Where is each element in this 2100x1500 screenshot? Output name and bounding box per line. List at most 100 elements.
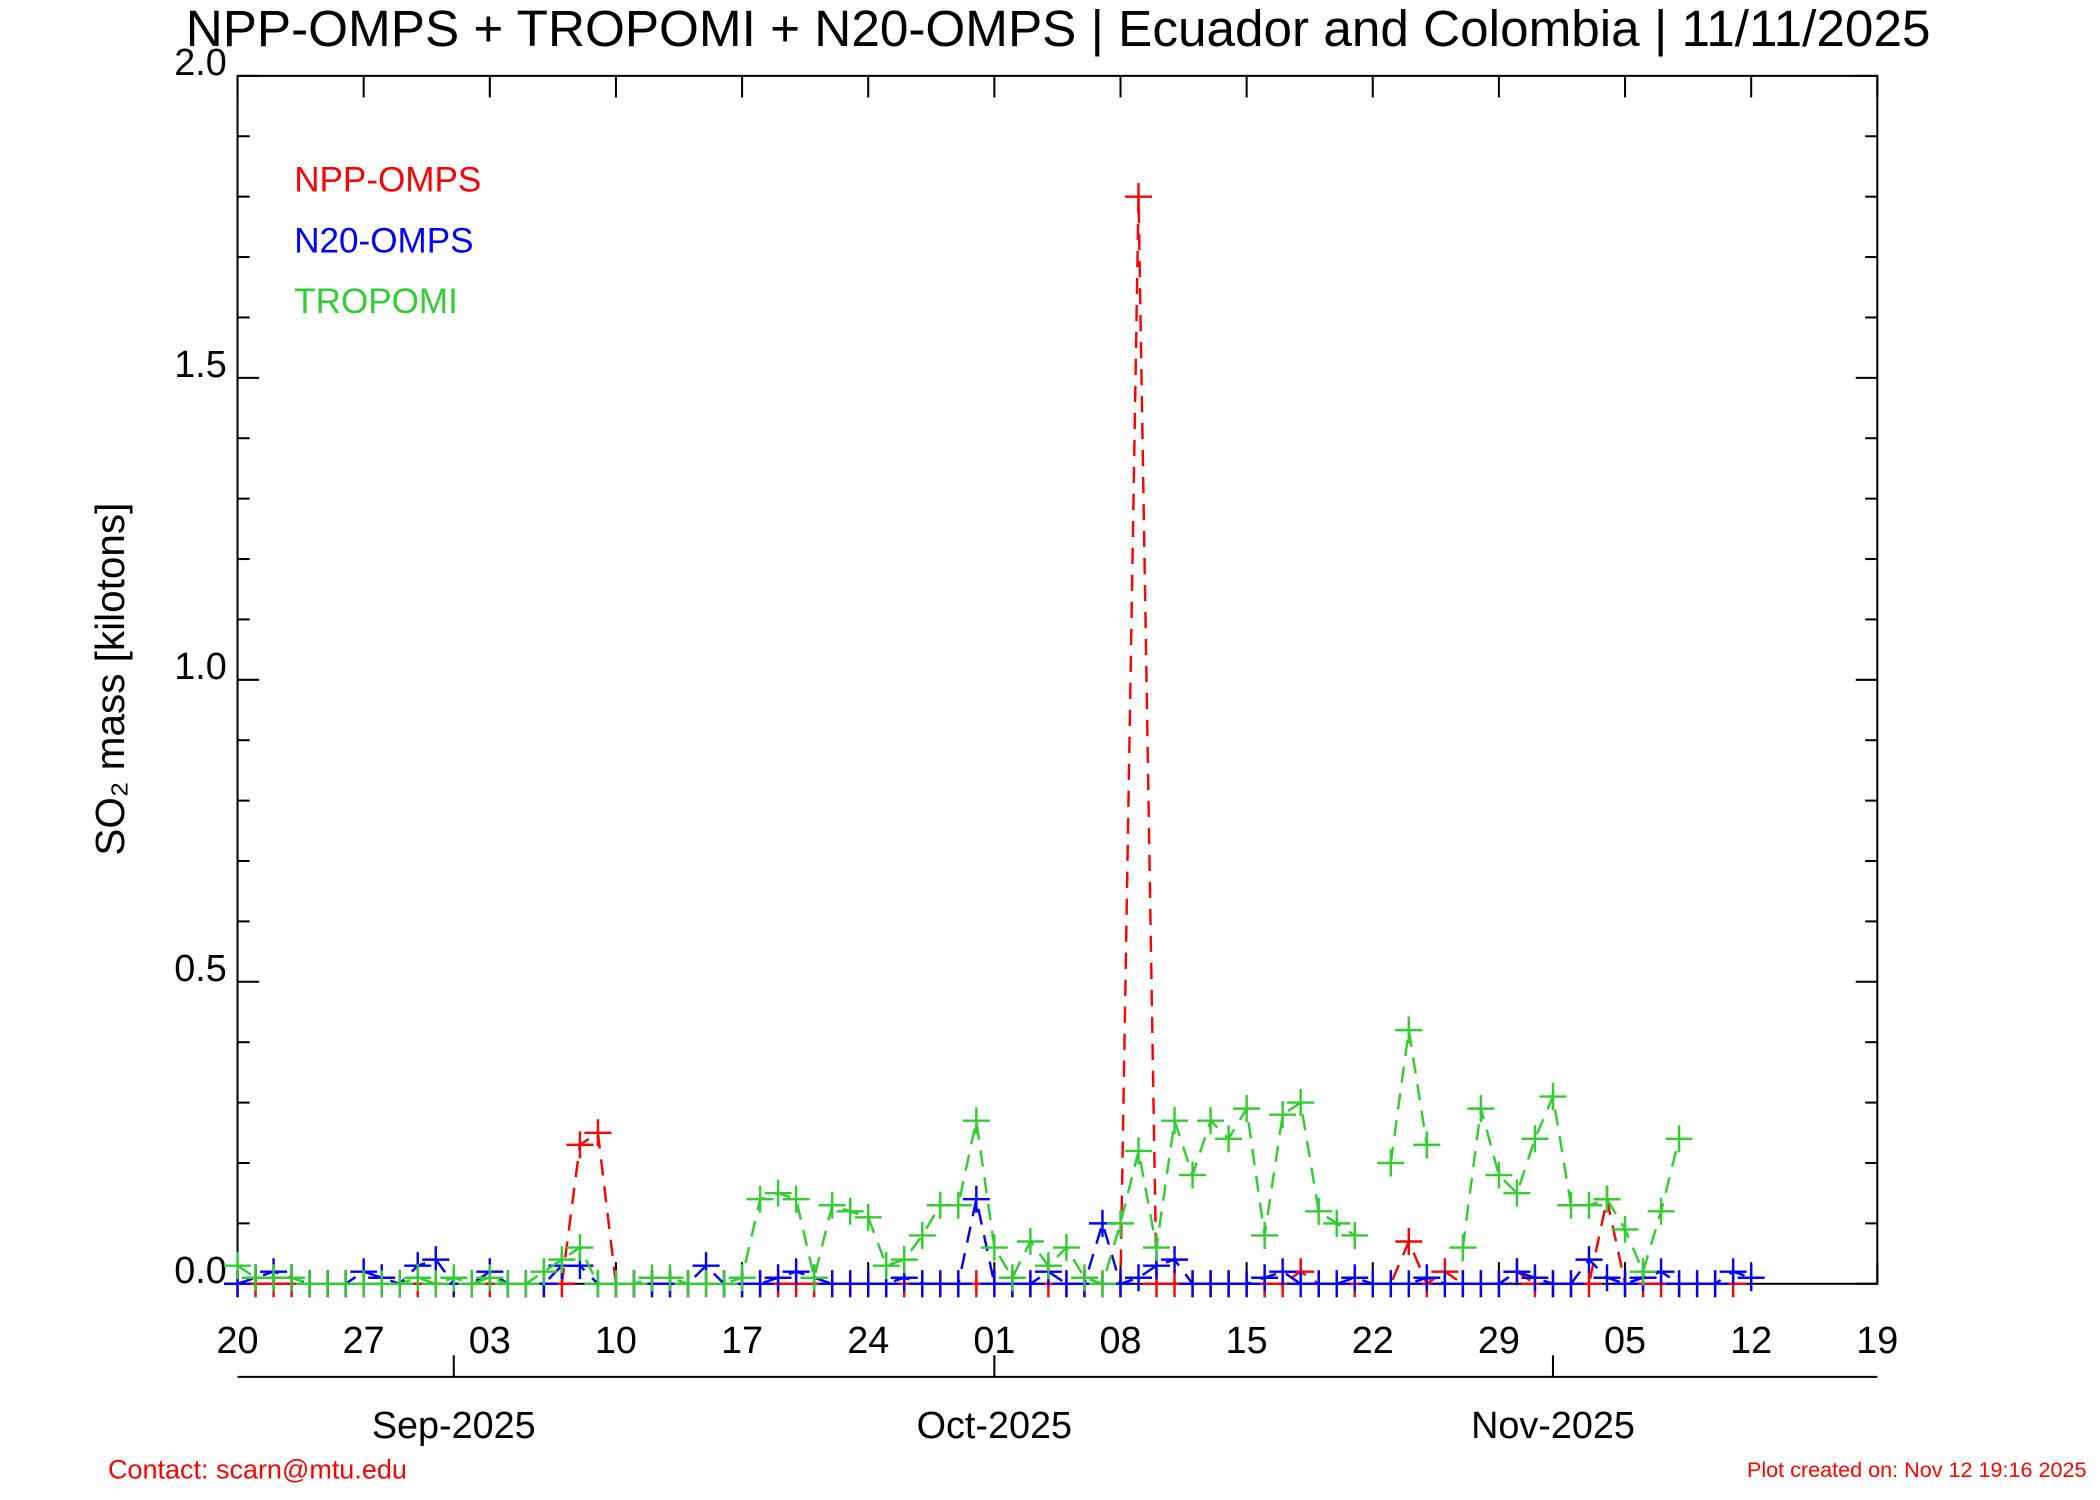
legend-entry: N20-OMPS <box>294 221 473 260</box>
point-marker <box>836 1197 864 1225</box>
point-marker <box>548 1246 576 1274</box>
legend-entry: NPP-OMPS <box>294 161 481 200</box>
x-tick-label: 19 <box>1856 1320 1898 1362</box>
chart-title: NPP-OMPS + TROPOMI + N20-OMPS | Ecuador … <box>186 0 1931 57</box>
point-marker <box>422 1246 450 1274</box>
point-marker <box>944 1191 972 1219</box>
point-marker <box>1125 1264 1153 1292</box>
point-marker <box>1016 1227 1044 1255</box>
point-marker <box>1179 1161 1207 1189</box>
point-marker <box>620 1270 648 1298</box>
point-marker <box>1395 1270 1423 1298</box>
x-tick-label: 29 <box>1478 1320 1520 1362</box>
x-tick-label: 05 <box>1604 1320 1646 1362</box>
point-marker <box>710 1270 738 1298</box>
point-marker <box>1161 1107 1189 1135</box>
point-marker <box>1521 1125 1549 1153</box>
point-marker <box>782 1185 810 1213</box>
x-tick-label: 08 <box>1099 1320 1141 1362</box>
point-marker <box>584 1119 612 1147</box>
point-marker <box>1341 1221 1369 1249</box>
x-tick-label: 10 <box>595 1320 637 1362</box>
point-marker <box>890 1246 918 1274</box>
point-marker <box>1647 1197 1675 1225</box>
y-tick-label: 0.5 <box>174 948 227 990</box>
contact: Contact: scarn@mtu.edu <box>108 1454 407 1484</box>
point-marker <box>458 1270 486 1298</box>
point-marker <box>656 1264 684 1292</box>
point-marker <box>962 1185 990 1213</box>
point-marker <box>566 1131 594 1159</box>
point-marker <box>1449 1234 1477 1262</box>
point-marker <box>1197 1107 1225 1135</box>
point-marker <box>746 1185 774 1213</box>
point-marker <box>1719 1258 1747 1286</box>
point-marker <box>1269 1258 1297 1286</box>
month-label: Oct-2025 <box>917 1405 1072 1447</box>
point-marker <box>1485 1161 1513 1189</box>
x-tick-label: 03 <box>469 1320 511 1362</box>
point-marker <box>782 1258 810 1286</box>
point-marker <box>1088 1270 1116 1298</box>
point-marker <box>1413 1264 1441 1292</box>
point-marker <box>872 1252 900 1280</box>
point-marker <box>1106 1209 1134 1237</box>
point-marker <box>1593 1264 1621 1292</box>
point-marker <box>1395 1227 1423 1255</box>
point-marker <box>1034 1252 1062 1280</box>
point-marker <box>1070 1264 1098 1292</box>
x-tick-label: 22 <box>1352 1320 1394 1362</box>
y-axis-label: SO₂ mass [kilotons] <box>87 503 133 856</box>
point-marker <box>1269 1101 1297 1129</box>
point-marker <box>1467 1095 1495 1123</box>
x-tick-label: 27 <box>343 1320 385 1362</box>
point-marker <box>1125 183 1153 211</box>
point-marker <box>1611 1215 1639 1243</box>
point-marker <box>1143 1234 1171 1262</box>
point-marker <box>1575 1191 1603 1219</box>
point-marker <box>908 1221 936 1249</box>
x-tick-label: 12 <box>1730 1320 1772 1362</box>
y-tick-label: 2.0 <box>174 42 227 84</box>
y-tick-label: 0.0 <box>174 1250 227 1292</box>
point-marker <box>1737 1264 1765 1292</box>
point-marker <box>1593 1185 1621 1213</box>
point-marker <box>530 1258 558 1286</box>
point-marker <box>728 1264 756 1292</box>
point-marker <box>1611 1270 1639 1298</box>
point-marker <box>1305 1197 1333 1225</box>
x-tick-label: 20 <box>217 1320 259 1362</box>
point-marker <box>386 1270 414 1298</box>
point-marker <box>1539 1083 1567 1111</box>
point-marker <box>1125 1137 1153 1165</box>
point-marker <box>1629 1258 1657 1286</box>
x-tick-label: 15 <box>1226 1320 1268 1362</box>
point-marker <box>1341 1264 1369 1292</box>
point-marker <box>746 1270 774 1298</box>
point-marker <box>854 1203 882 1231</box>
point-marker <box>404 1264 432 1292</box>
point-marker <box>980 1234 1008 1262</box>
point-marker <box>944 1270 972 1298</box>
point-marker <box>1287 1089 1315 1117</box>
y-tick-label: 1.0 <box>174 646 227 688</box>
point-marker <box>1395 1016 1423 1044</box>
point-marker <box>512 1270 540 1298</box>
x-tick-label: 17 <box>721 1320 763 1362</box>
point-marker <box>800 1264 828 1292</box>
point-marker <box>1215 1125 1243 1153</box>
point-marker <box>818 1191 846 1219</box>
point-marker <box>1016 1270 1044 1298</box>
point-marker <box>1251 1264 1279 1292</box>
point-marker <box>962 1107 990 1135</box>
point-marker <box>224 1252 252 1280</box>
month-label: Nov-2025 <box>1471 1405 1635 1447</box>
legend-entry: TROPOMI <box>294 282 458 321</box>
point-marker <box>1233 1095 1261 1123</box>
point-marker <box>1161 1246 1189 1274</box>
point-marker <box>1233 1270 1261 1298</box>
point-marker <box>566 1234 594 1262</box>
point-marker <box>422 1270 450 1298</box>
